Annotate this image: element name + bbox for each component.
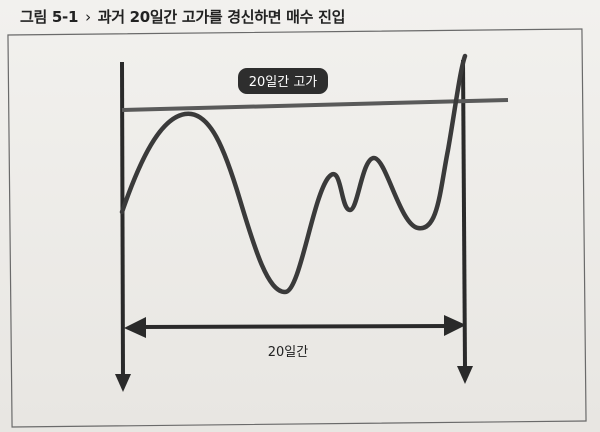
left-vertical-arrow bbox=[120, 61, 125, 379]
high-price-line bbox=[121, 98, 509, 112]
high-label-badge bbox=[238, 68, 328, 94]
figure-number: 그림 5-1 bbox=[20, 8, 79, 26]
price-curve bbox=[119, 53, 468, 295]
left-arrow-head bbox=[115, 374, 131, 392]
figure-caption: 그림 5-1 › 과거 20일간 고가를 경신하면 매수 진입 bbox=[20, 6, 345, 27]
period-label: 20일간 bbox=[268, 345, 309, 360]
figure-border bbox=[7, 28, 587, 428]
right-vertical-arrow bbox=[461, 59, 467, 369]
caption-separator: › bbox=[85, 8, 91, 26]
period-arrow-right-head bbox=[444, 315, 466, 336]
right-arrow-head bbox=[457, 366, 473, 384]
figure-title: 과거 20일간 고가를 경신하면 매수 진입 bbox=[97, 8, 346, 26]
period-arrow-line bbox=[139, 324, 451, 329]
period-arrow-left-head bbox=[124, 317, 146, 338]
high-label-text: 20일간 고가 bbox=[249, 75, 318, 90]
